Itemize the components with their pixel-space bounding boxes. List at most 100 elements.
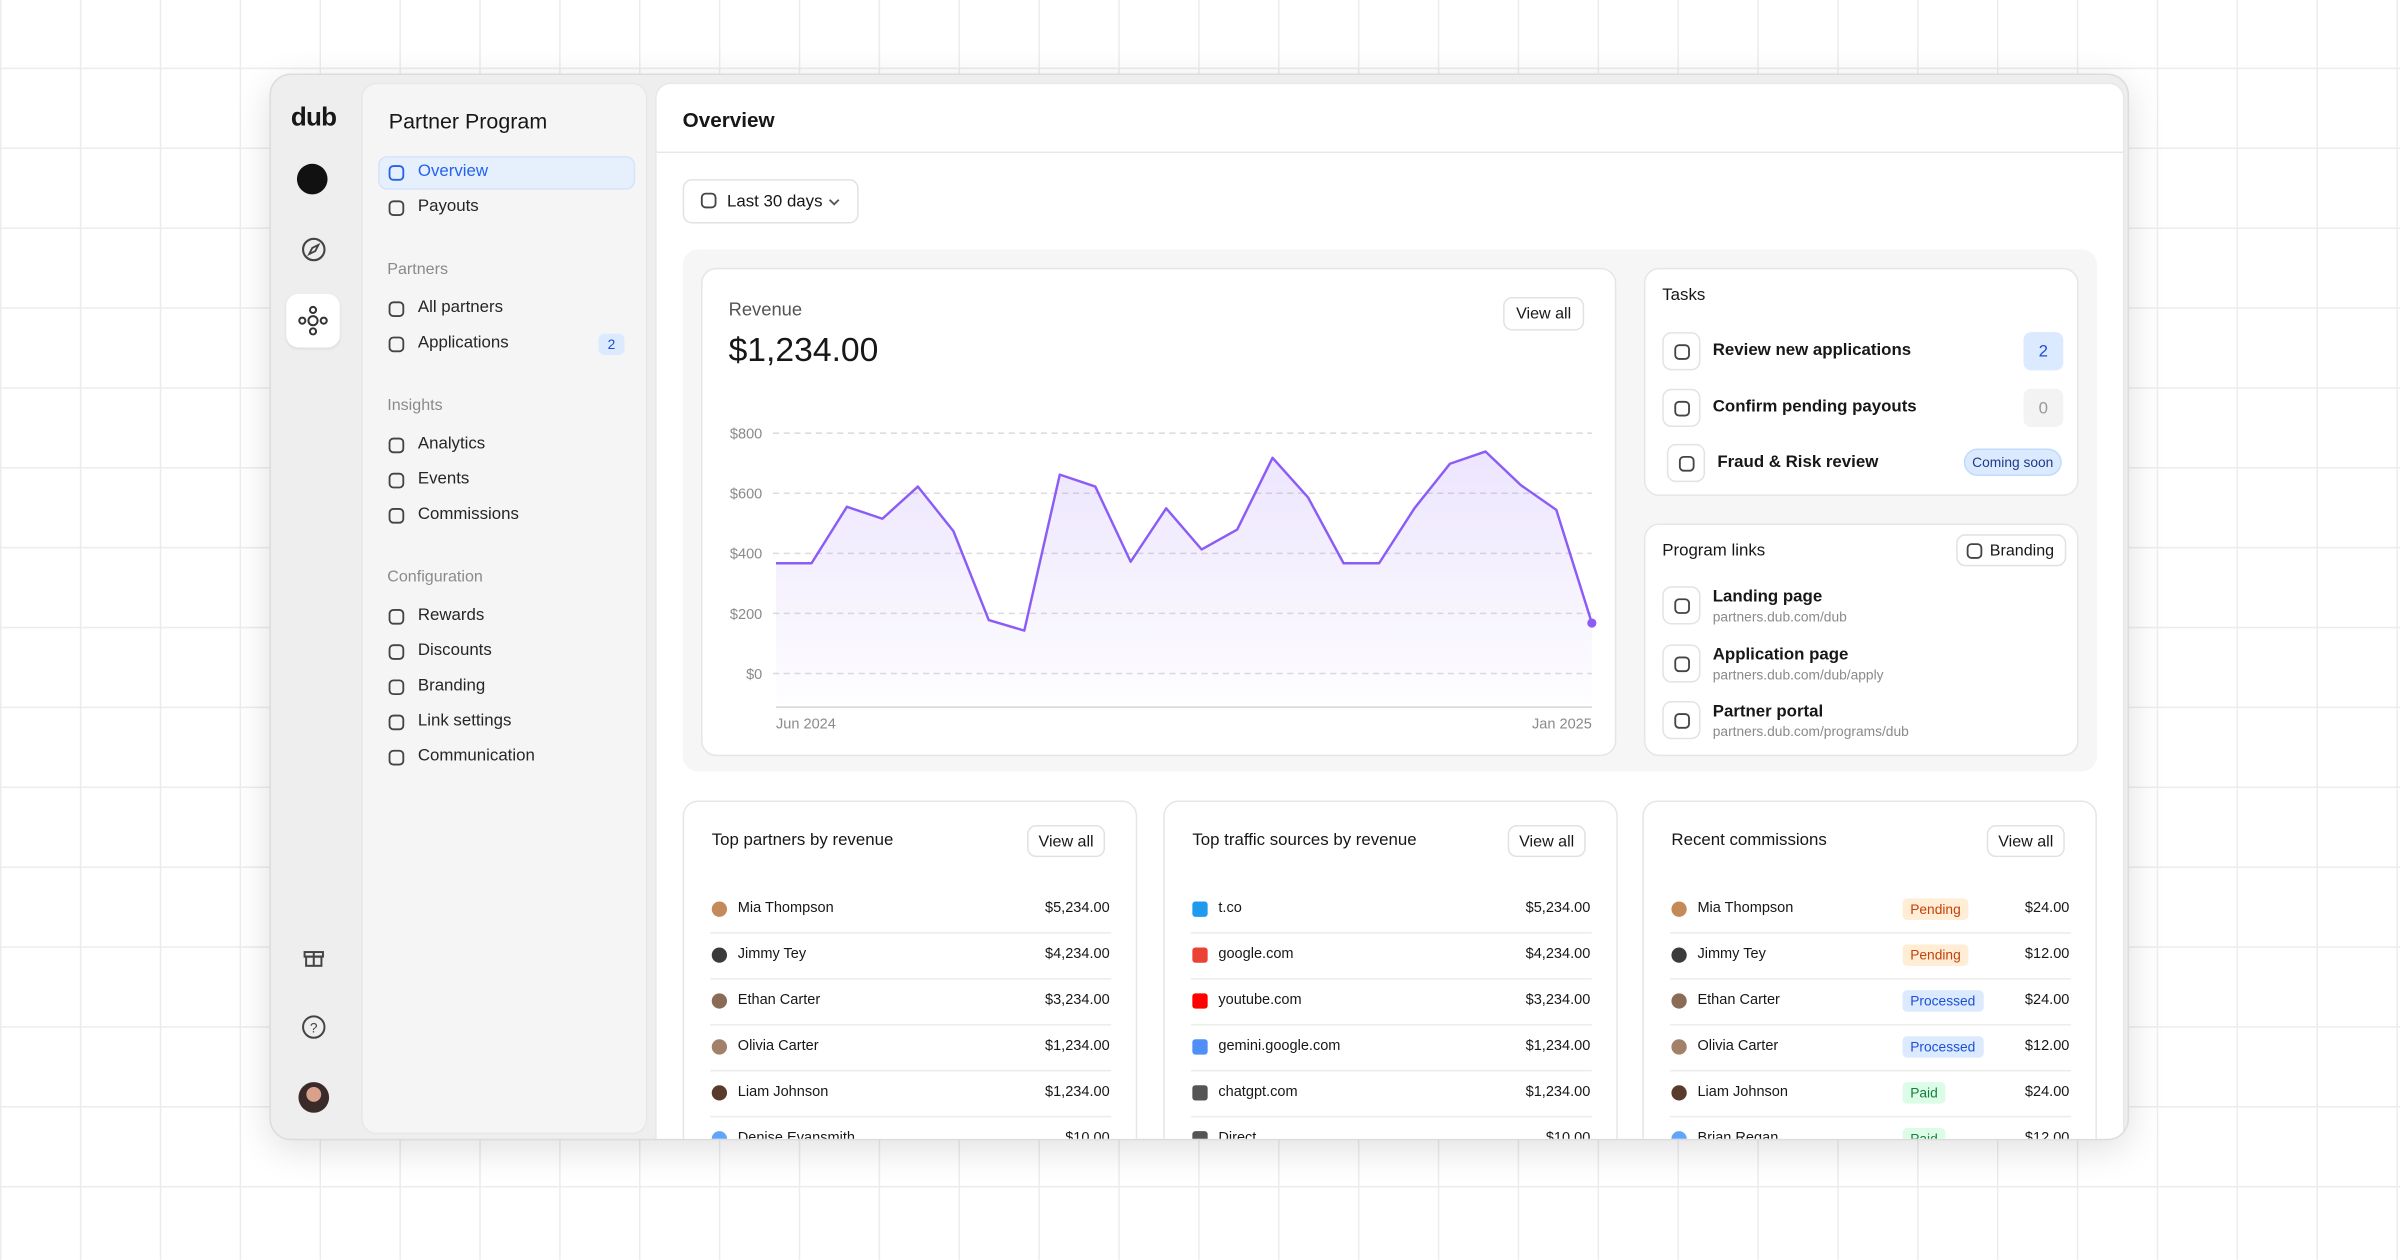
icon-shape [1673,597,1690,614]
list-title: Recent commissions [1671,831,1827,850]
source-icon [1192,993,1208,1009]
icon-shape [388,609,405,625]
status-pill: Pending [1902,898,1969,920]
chevron-path [828,199,840,206]
row-amount: $1,234.00 [1045,1037,1110,1055]
nav-item[interactable]: Overview [417,162,489,181]
link-icon [1662,701,1701,740]
row-amount: $12.00 [2024,1129,2070,1141]
icon-shape [1678,455,1694,471]
branding-button[interactable]: Branding [1956,534,2067,567]
revenue-label[interactable]: Revenue [728,298,803,320]
row-amount: $3,234.00 [1045,991,1110,1009]
row-divider [1669,932,2071,934]
row-divider [710,978,1112,980]
icon-shape [1673,655,1690,672]
row-name: Mia Thompson [737,899,834,917]
nav-item[interactable]: Link settings [417,711,512,731]
link-title[interactable]: Partner portal [1712,701,1824,721]
header-divider [656,151,2123,154]
row-amount: $5,234.00 [1525,899,1591,917]
icon-shape [388,472,405,489]
icon-shape [1673,400,1690,416]
task-icon [1666,443,1706,483]
row-amount: $1,234.00 [1525,1083,1591,1101]
status-pill: Pending [1902,944,1969,966]
programs-icon-selected[interactable] [286,293,340,348]
icon [1673,655,1690,672]
row-amount: $5,234.00 [1045,899,1110,917]
row-divider [1190,1069,1592,1072]
row-name: Brian Regan [1697,1129,1779,1141]
row-amount: $24.00 [2024,899,2070,917]
nav-item[interactable]: Communication [417,746,535,766]
avatar [1671,947,1687,963]
gift-icon[interactable] [300,943,328,971]
icon [388,301,405,317]
row-amount: $4,234.00 [1045,945,1110,963]
task-count: 2 [2023,332,2064,371]
icon-shape [388,714,405,731]
link-title[interactable]: Landing page [1712,586,1823,606]
nav-item[interactable]: Events [417,469,470,489]
icon-shape [388,749,405,766]
icon-shape [1966,543,1983,559]
task-status: Coming soon [1963,448,2062,477]
row-amount: $12.00 [2024,1037,2070,1055]
row-divider [1190,1115,1592,1118]
nav-item[interactable]: All partners [417,298,504,317]
nav-item[interactable]: Discounts [417,641,492,660]
nav-item[interactable]: Commissions [417,505,519,524]
icon [388,472,405,489]
row-divider [1190,932,1592,934]
task-count: 0 [2023,388,2064,428]
list-card: Top traffic sources by revenue View all t.… [1163,800,1618,1139]
avatar [1671,901,1687,917]
status-pill: Processed [1902,1036,1983,1058]
row-divider [1190,978,1592,980]
source-icon [1192,1131,1208,1139]
tasks-card: Tasks Review new applications 2 Confirm pen… [1643,267,2079,496]
view-all-button[interactable]: View all [1507,824,1586,858]
source-icon [1192,901,1208,917]
date-filter[interactable]: Last 30 days [682,179,859,224]
row-name: Mia Thompson [1697,899,1794,917]
source-icon [1192,1039,1208,1055]
avatar [711,947,728,963]
row-name: chatgpt.com [1218,1083,1298,1101]
icon-shape [388,437,405,454]
user-avatar[interactable] [298,1082,330,1113]
compass-icon[interactable] [300,236,328,264]
task-label[interactable]: Fraud & Risk review [1717,452,1879,471]
nav-item[interactable]: Rewards [417,606,485,625]
row-name: youtube.com [1218,991,1302,1009]
task-label[interactable]: Review new applications [1712,340,1912,359]
help-icon[interactable]: ? [300,1013,328,1041]
task-label[interactable]: Confirm pending payouts [1712,397,1917,416]
list-card: Top partners by revenue View all Mia Thomp… [682,800,1138,1139]
icon [1966,543,1983,559]
icon [388,508,405,524]
revenue-total: $1,234.00 [728,330,879,369]
y-tick-label: $800 [730,427,762,443]
row-amount: $4,234.00 [1525,945,1591,963]
icon [1673,712,1690,728]
icon [388,165,405,181]
program-links-title: Program links [1662,541,1766,561]
link-title[interactable]: Application page [1712,645,1849,664]
icon-shape [1673,343,1690,360]
view-all-button[interactable]: View all [1503,296,1585,331]
workspace-icon[interactable] [296,163,328,195]
row-amount: $1,234.00 [1045,1083,1110,1101]
nav-item[interactable]: Branding [417,676,486,695]
source-icon [1192,1085,1208,1101]
icon-shape [1673,712,1690,728]
page-title: Overview [682,108,775,132]
nav-item[interactable]: Payouts [417,197,479,216]
view-all-button[interactable]: View all [1986,824,2065,858]
view-all-button[interactable]: View all [1027,824,1106,858]
nav-item[interactable]: Applications [417,333,509,353]
nav-item[interactable]: Analytics [417,434,486,454]
icon-shape [700,192,717,209]
nav-item-active[interactable] [378,156,636,190]
